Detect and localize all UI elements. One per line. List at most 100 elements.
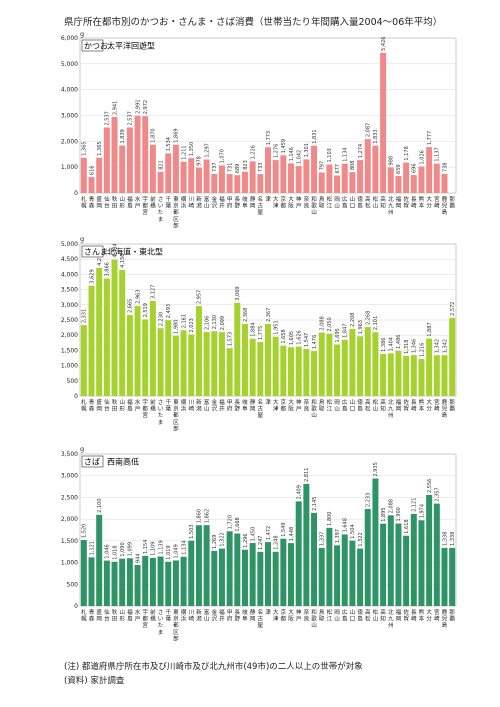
city-label: 甲府 [227,196,233,210]
city-label: 津 [265,196,271,203]
bar-広島 [341,339,348,396]
value-label: 2,367 [266,308,272,322]
city-label: 山口 [350,608,356,623]
city-label: 新潟 [196,608,202,623]
city-label: 松山 [373,398,379,413]
value-label: 1,773 [266,131,272,145]
y-tick-label: 2,500 [61,494,78,501]
value-label: 808 [350,161,356,171]
bar-名古屋 [257,174,264,193]
value-label: 1,847 [343,324,349,338]
value-label: 1,338 [442,532,448,546]
city-label: 北九州 [388,608,394,629]
value-label: 1,503 [189,524,195,538]
bar-山形 [119,269,126,396]
bar-仙台 [103,127,110,193]
city-label: 秋田 [112,398,118,413]
city-label: 松江 [327,398,333,413]
bar-奈良 [303,483,310,606]
bar-京都 [280,155,287,193]
city-label: 金沢 [211,608,217,623]
city-label: 名古屋 [258,608,264,629]
city-label: さいたま [158,399,164,426]
bar-大阪 [288,163,295,193]
bar-前橋 [149,557,156,606]
value-label: 1,121 [89,541,95,555]
city-label: 富山 [204,195,210,210]
city-label: 神戸 [296,398,302,413]
bar-宇都宮 [142,116,149,193]
city-label: 宇都宮 [142,195,148,216]
bar-高知 [380,523,387,606]
value-label: 1,951 [273,320,279,334]
bar-熊本 [418,359,425,396]
city-label: 京都 [281,398,287,413]
value-label: 1,833 [373,129,379,143]
city-label: 神戸 [296,608,302,623]
value-label: 1,042 [296,150,302,164]
value-label: 3,629 [89,269,95,283]
bar-那覇 [449,317,456,396]
bar-徳島 [357,548,364,606]
value-label: 1,301 [304,143,310,157]
city-label: 山形 [119,608,125,623]
value-label: 1,070 [220,149,226,163]
value-label: 2,537 [105,111,111,125]
value-label: 2,811 [304,468,310,482]
city-label: 宇都宮 [142,608,148,629]
value-label: 1,109 [151,542,157,556]
y-tick-label: 3,000 [61,302,78,309]
city-label: 奈良 [304,398,310,413]
city-label: 大阪 [288,398,294,413]
bar-盛岡 [96,267,103,396]
value-label: 1,338 [450,532,456,546]
bar-長野 [234,175,241,193]
city-label: 福島 [127,195,133,210]
bar-名古屋 [257,551,264,606]
value-label: 2,023 [189,318,195,332]
city-label: 津 [265,399,271,406]
bar-北九州 [387,353,394,396]
y-tick-label: 500 [67,581,79,588]
y-tick-label: 2,500 [61,317,78,324]
city-label: 仙台 [104,195,110,210]
value-label: 1,887 [427,322,433,336]
value-label: 1,154 [143,540,149,554]
bar-水戸 [134,115,141,193]
value-label: 659 [396,164,402,174]
city-label: 徳島 [357,608,363,623]
bar-千葉 [165,561,172,606]
value-label: 1,459 [281,139,287,153]
y-unit-label: g [80,235,84,243]
city-label: 熊本 [419,608,425,623]
value-label: 1,520 [82,524,88,538]
bar-神戸 [295,346,302,396]
bar-新潟 [195,306,202,396]
value-label: 1,216 [419,343,425,357]
city-label: 青森 [89,195,95,210]
value-label: 2,368 [243,308,249,322]
city-label: 大分 [426,195,432,210]
value-label: 2,556 [427,479,433,493]
city-label: 秋田 [112,195,118,210]
value-label: 821 [158,160,164,170]
city-label: 長崎 [411,196,417,210]
region-type-label: 北海道・東北型 [107,247,163,257]
bar-佐賀 [403,535,410,606]
bar-岡山 [334,344,341,396]
bar-広島 [341,534,348,606]
value-label: 1,386 [381,338,387,352]
city-label: 奈良 [304,608,310,623]
bar-徳島 [357,336,364,396]
value-label: 1,626 [296,330,302,344]
city-label: 青森 [89,608,95,623]
bar-松江 [326,164,333,193]
city-label: 福島 [127,608,133,623]
bar-高松 [364,139,371,193]
bar-大阪 [288,347,295,396]
city-label: 宇都宮 [142,398,148,419]
value-label: 1,296 [243,533,249,547]
bar-福島 [126,127,133,193]
bar-神戸 [295,501,302,606]
